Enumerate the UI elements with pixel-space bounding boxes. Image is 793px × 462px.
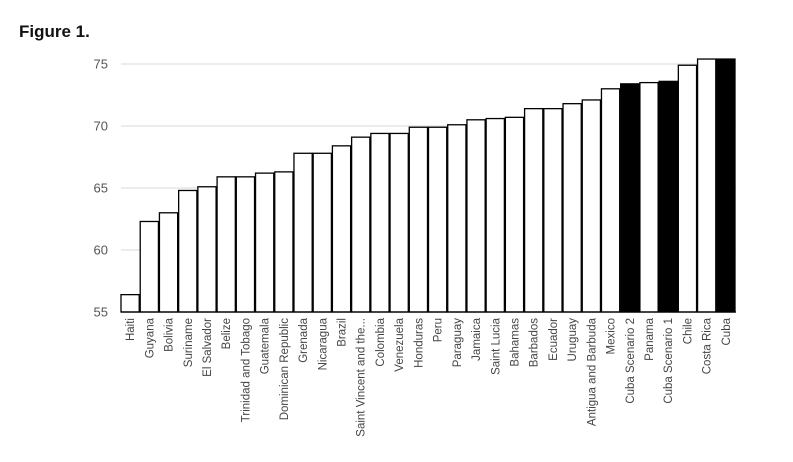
bar-barbados	[523, 107, 544, 313]
bar-saint-lucia	[485, 117, 506, 313]
bar-cuba-scenario-1	[658, 80, 678, 313]
x-category-label: Saint Vincent and the...	[356, 318, 368, 437]
x-category-label: Uruguay	[567, 318, 579, 362]
x-category-label: Bahamas	[509, 318, 521, 367]
bar-uruguay	[562, 103, 582, 313]
bar-jamaica	[466, 119, 486, 313]
bar-saint-vincent-and-the	[350, 136, 371, 313]
bar-cuba	[716, 58, 736, 313]
bar-bahamas	[504, 116, 525, 313]
bar-trinidad-and-tobago	[235, 176, 256, 313]
bar-dominican-republic	[274, 171, 294, 313]
x-category-label: Brazil	[337, 318, 349, 347]
x-category-label: Peru	[433, 318, 445, 342]
x-category-label: Panama	[644, 317, 656, 360]
x-category-label: Mexico	[606, 318, 618, 354]
x-category-label: Paraguay	[452, 318, 464, 367]
bar-mexico	[600, 88, 621, 313]
x-category-label: Ecuador	[548, 318, 560, 361]
bar-paraguay	[447, 124, 467, 313]
bar-ecuador	[543, 107, 563, 313]
x-category-label: Cuba Scenario 2	[625, 318, 637, 404]
bar-chile	[677, 64, 698, 313]
bar-suriname	[178, 189, 198, 313]
bar-belize	[216, 176, 236, 313]
x-category-label: Haiti	[125, 318, 137, 341]
y-tick-label: 55	[94, 305, 108, 320]
bar-nicaragua	[312, 152, 333, 313]
x-category-label: Bolivia	[164, 317, 176, 351]
x-category-label: Venezuela	[394, 317, 406, 371]
x-category-label: Trinidad and Tobago	[240, 318, 252, 422]
bar-haiti	[120, 293, 140, 313]
bar-brazil	[331, 145, 352, 313]
y-axis-tick-labels: 55 60 65 70 75	[94, 57, 108, 320]
x-category-label: Guyana	[144, 317, 156, 358]
bar-colombia	[370, 132, 390, 313]
x-category-label: Grenada	[298, 317, 310, 362]
x-category-label: Antigua and Barbuda	[586, 317, 598, 426]
bar-costa-rica	[696, 58, 717, 313]
x-category-label: Saint Lucia	[490, 317, 502, 375]
bar-panama	[639, 81, 659, 313]
bar-cuba-scenario-2	[620, 83, 640, 313]
x-category-label: Cuba Scenario 1	[663, 318, 675, 404]
x-category-label: El Salvador	[202, 318, 214, 377]
bars	[120, 58, 736, 313]
x-category-label: Guatemala	[260, 317, 272, 374]
x-category-label: Suriname	[183, 318, 195, 367]
x-category-label: Colombia	[375, 317, 387, 366]
x-category-label: Jamaica	[471, 317, 483, 360]
x-category-label: Chile	[682, 318, 694, 344]
x-category-label: Belize	[221, 318, 233, 349]
bar-antigua-and-barbuda	[581, 99, 602, 313]
x-category-label: Costa Rica	[702, 317, 714, 374]
bar-guyana	[139, 220, 160, 313]
x-category-label: Dominican Republic	[279, 318, 291, 421]
y-tick-label: 60	[94, 243, 108, 258]
figure-label: Figure 1.	[19, 22, 90, 41]
bar-honduras	[408, 126, 429, 313]
x-axis-category-labels: Haiti Guyana Bolivia Suriname El Salvador Bel…	[125, 317, 733, 436]
x-category-label: Cuba	[721, 317, 733, 345]
x-category-label: Barbados	[529, 318, 541, 367]
bar-el-salvador	[197, 186, 217, 313]
bar-guatemala	[254, 172, 275, 313]
bar-grenada	[293, 152, 313, 313]
x-category-label: Nicaragua	[317, 317, 329, 370]
bar-bolivia	[158, 212, 179, 313]
y-tick-label: 65	[94, 181, 108, 196]
x-category-label: Honduras	[413, 318, 425, 368]
y-tick-label: 70	[94, 119, 108, 134]
bar-venezuela	[389, 132, 409, 313]
bar-peru	[427, 126, 448, 313]
y-tick-label: 75	[94, 57, 108, 72]
